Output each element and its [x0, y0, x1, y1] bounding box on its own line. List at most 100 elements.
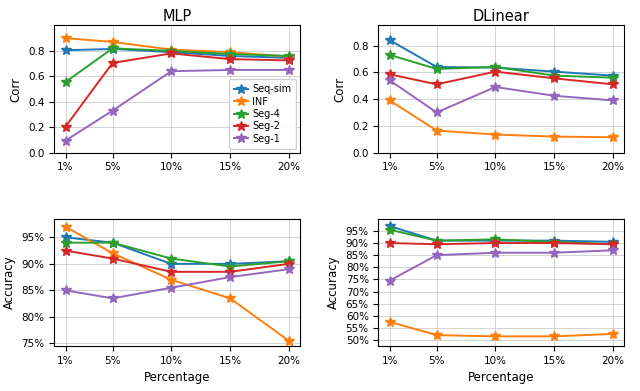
Seg-1 [285, 267, 292, 271]
INF [433, 333, 440, 337]
Seg-1 [433, 110, 440, 115]
INF [168, 47, 175, 52]
INF [492, 334, 499, 339]
Seg-4 [168, 48, 175, 53]
Seg-1 [168, 285, 175, 290]
Title: MLP: MLP [163, 9, 192, 24]
Seg-1 [386, 278, 394, 283]
Title: DLinear: DLinear [473, 9, 530, 24]
Seg-2 [386, 241, 394, 246]
INF [386, 98, 394, 103]
Line: Seg-1: Seg-1 [385, 75, 618, 117]
Seg-4 [386, 227, 394, 232]
Seg-2 [285, 262, 292, 266]
Y-axis label: Corr: Corr [10, 77, 22, 102]
INF [550, 134, 558, 139]
Seg-1 [492, 85, 499, 90]
Seq-sim [550, 69, 558, 74]
Line: Seg-2: Seg-2 [385, 67, 618, 89]
Seg-2 [226, 269, 234, 274]
Line: INF: INF [385, 95, 618, 142]
INF [492, 132, 499, 137]
Seg-2 [226, 57, 234, 61]
Seg-1 [168, 69, 175, 74]
Seg-2 [550, 76, 558, 81]
Line: INF: INF [61, 222, 294, 346]
Line: Seq-sim: Seq-sim [385, 35, 618, 81]
Seg-4 [609, 242, 617, 247]
Seg-2 [433, 242, 440, 247]
Seg-4 [61, 240, 69, 245]
Line: INF: INF [385, 317, 618, 341]
Seg-1 [550, 93, 558, 98]
Seq-sim [609, 239, 617, 244]
INF [285, 54, 292, 59]
Line: Seg-1: Seg-1 [61, 65, 294, 145]
INF [61, 36, 69, 41]
Line: INF: INF [61, 33, 294, 61]
Seg-2 [109, 256, 116, 261]
Seg-2 [168, 51, 175, 56]
Line: Seg-4: Seg-4 [61, 43, 294, 87]
Seq-sim [109, 47, 116, 51]
Seg-2 [492, 241, 499, 246]
Line: Seg-4: Seg-4 [385, 225, 618, 249]
Seq-sim [285, 259, 292, 264]
Line: Seg-4: Seg-4 [385, 50, 618, 83]
Seg-1 [61, 138, 69, 143]
Seg-2 [61, 248, 69, 253]
Seg-4 [226, 52, 234, 56]
Line: Seg-2: Seg-2 [61, 246, 294, 277]
INF [285, 338, 292, 343]
INF [433, 128, 440, 133]
INF [226, 296, 234, 301]
Seq-sim [386, 38, 394, 43]
Line: Seg-4: Seg-4 [61, 238, 294, 271]
Seq-sim [609, 73, 617, 78]
Seg-4 [285, 259, 292, 264]
Seg-2 [109, 61, 116, 65]
Seg-4 [550, 73, 558, 78]
Seg-1 [109, 108, 116, 113]
Seq-sim [492, 238, 499, 243]
Y-axis label: Accuracy: Accuracy [327, 256, 340, 309]
Seq-sim [61, 48, 69, 52]
Seg-1 [550, 250, 558, 255]
Seg-2 [386, 72, 394, 77]
Seg-1 [609, 248, 617, 253]
Seg-4 [492, 237, 499, 242]
Seg-1 [61, 288, 69, 293]
Seg-1 [285, 68, 292, 72]
Line: Seg-2: Seg-2 [385, 238, 618, 249]
Seg-1 [492, 250, 499, 255]
Seq-sim [433, 238, 440, 243]
Seg-2 [285, 58, 292, 63]
INF [61, 224, 69, 229]
INF [168, 278, 175, 282]
Line: Seq-sim: Seq-sim [61, 44, 294, 63]
Seq-sim [226, 54, 234, 58]
Seg-1 [386, 78, 394, 83]
Seg-4 [109, 46, 116, 51]
Seg-4 [433, 238, 440, 243]
Seg-4 [433, 66, 440, 71]
X-axis label: Percentage: Percentage [468, 371, 534, 384]
Seg-4 [109, 240, 116, 245]
X-axis label: Percentage: Percentage [144, 371, 211, 384]
Line: Seg-1: Seg-1 [385, 246, 618, 285]
Seg-4 [285, 54, 292, 58]
INF [550, 334, 558, 339]
Seg-2 [550, 241, 558, 246]
Seg-2 [168, 269, 175, 274]
Seg-2 [61, 124, 69, 129]
INF [609, 135, 617, 140]
Seq-sim [168, 262, 175, 266]
INF [109, 251, 116, 256]
Seg-1 [609, 98, 617, 103]
Seq-sim [492, 65, 499, 70]
Seg-1 [433, 253, 440, 258]
Seg-4 [226, 264, 234, 269]
Seg-1 [109, 296, 116, 301]
Seq-sim [61, 235, 69, 240]
Line: Seq-sim: Seq-sim [61, 233, 294, 269]
